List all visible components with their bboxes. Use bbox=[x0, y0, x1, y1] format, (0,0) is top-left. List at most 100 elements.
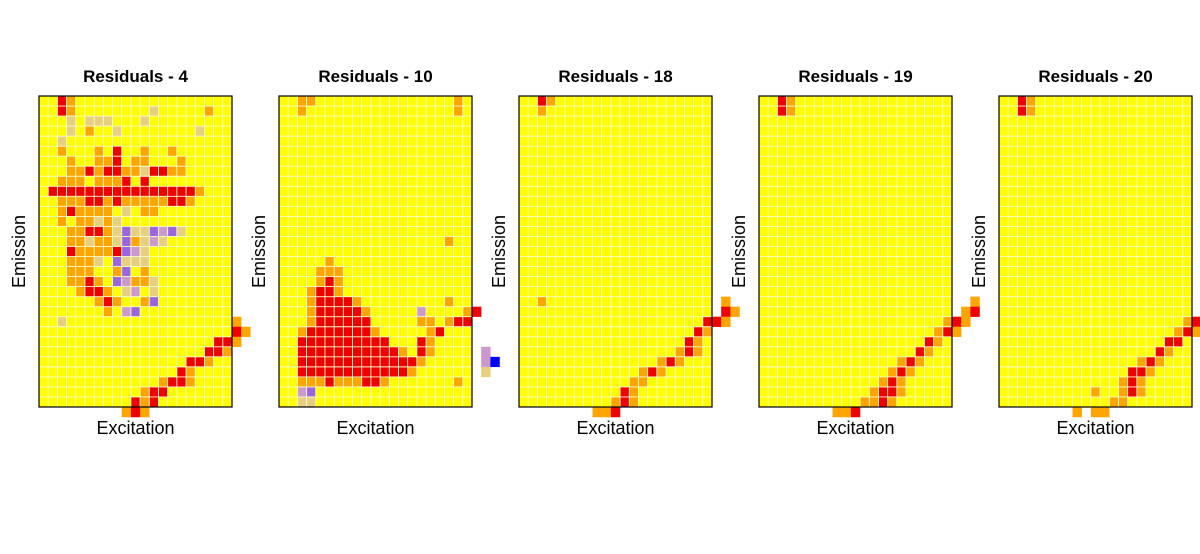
heatmap-cell bbox=[140, 186, 150, 197]
heatmap-cell bbox=[334, 306, 344, 317]
heatmap-cell bbox=[149, 106, 159, 117]
heatmap-cell bbox=[315, 356, 326, 368]
heatmap-cell bbox=[306, 96, 316, 107]
heatmap-cell bbox=[186, 376, 196, 388]
x-axis-label: Excitation bbox=[576, 418, 654, 438]
heatmap-cell bbox=[103, 176, 113, 187]
heatmap-cell bbox=[66, 176, 76, 187]
heatmap-cell bbox=[121, 226, 132, 237]
heatmap-cell bbox=[361, 316, 372, 327]
heatmap-cell bbox=[130, 196, 141, 207]
heatmap-cell bbox=[481, 366, 491, 378]
heatmap-cell bbox=[186, 356, 196, 368]
heatmap-cell bbox=[75, 276, 86, 287]
heatmap-cell bbox=[121, 306, 132, 317]
heatmap-cell bbox=[167, 186, 178, 197]
heatmap-cell bbox=[140, 166, 150, 177]
heatmap-cell bbox=[730, 306, 740, 317]
heatmap-cell bbox=[66, 196, 76, 207]
heatmap-cell bbox=[315, 366, 326, 378]
heatmap-cell bbox=[140, 256, 150, 267]
heatmap-cell bbox=[186, 196, 196, 207]
heatmap-cell bbox=[176, 226, 187, 237]
heatmap-panel-1: Residuals - 4 Excitation Emission bbox=[9, 67, 251, 438]
heatmap-cell bbox=[693, 326, 704, 337]
heatmap-cell bbox=[112, 266, 122, 277]
heatmap-cell bbox=[149, 186, 159, 197]
heatmap-cell bbox=[970, 306, 980, 317]
heatmap-cell bbox=[75, 246, 86, 257]
heatmap-cell bbox=[306, 396, 316, 408]
heatmap-cell bbox=[896, 386, 907, 398]
heatmap-cell bbox=[94, 236, 104, 247]
heatmap-cell bbox=[887, 366, 898, 378]
heatmap-cell bbox=[786, 106, 796, 117]
heatmap-cell bbox=[462, 306, 473, 317]
heatmap-cell bbox=[444, 316, 454, 327]
heatmap-cell bbox=[315, 376, 326, 388]
heatmap-cell bbox=[961, 306, 971, 317]
heatmap-cell bbox=[1155, 356, 1165, 368]
heatmap-cell bbox=[297, 96, 307, 107]
heatmap-cell bbox=[232, 316, 242, 327]
heatmap-cell bbox=[140, 156, 150, 167]
heatmap-cell bbox=[297, 396, 307, 408]
heatmap-cell bbox=[121, 236, 132, 247]
heatmap-cell bbox=[57, 186, 67, 197]
heatmap-cell bbox=[435, 326, 445, 337]
heatmap-cell bbox=[324, 346, 335, 358]
heatmap-cell bbox=[167, 196, 178, 207]
heatmap-cell bbox=[112, 166, 122, 177]
heatmap-cell bbox=[75, 166, 86, 177]
heatmap-cell bbox=[961, 316, 971, 327]
heatmap-cell bbox=[297, 106, 307, 117]
heatmap-cell bbox=[94, 176, 104, 187]
heatmap-cell bbox=[1164, 346, 1174, 358]
heatmap-cell bbox=[1090, 407, 1101, 418]
heatmap-cell bbox=[306, 356, 316, 368]
heatmap-cell bbox=[841, 407, 852, 418]
heatmap-cell bbox=[444, 296, 454, 307]
heatmap-cell bbox=[315, 266, 326, 277]
heatmap-cell bbox=[66, 206, 76, 217]
heatmap-cell bbox=[75, 186, 86, 197]
heatmap-cell bbox=[490, 356, 500, 368]
heatmap-cell bbox=[66, 166, 76, 177]
heatmap-cell bbox=[915, 356, 925, 368]
heatmap-cell bbox=[204, 356, 214, 368]
heatmap-cell bbox=[66, 256, 76, 267]
heatmap-cell bbox=[94, 296, 104, 307]
heatmap-cell bbox=[398, 356, 408, 368]
heatmap-cell bbox=[75, 226, 86, 237]
heatmap-cell bbox=[398, 346, 408, 358]
heatmap-cell bbox=[149, 396, 159, 408]
heatmap-cell bbox=[130, 276, 141, 287]
heatmap-cell bbox=[610, 396, 621, 408]
heatmap-cell bbox=[315, 296, 326, 307]
heatmap-cell bbox=[352, 326, 362, 337]
heatmap-cell bbox=[537, 106, 547, 117]
heatmap-cell bbox=[167, 166, 178, 177]
heatmap-cell bbox=[380, 366, 390, 378]
heatmap-cell bbox=[352, 346, 362, 358]
heatmap-cell bbox=[112, 246, 122, 257]
heatmap-cell bbox=[416, 336, 427, 347]
heatmap-cell bbox=[462, 316, 473, 327]
heatmap-cell bbox=[315, 326, 326, 337]
heatmap-cell bbox=[860, 396, 870, 408]
heatmap-cell bbox=[361, 366, 372, 378]
heatmap-cell bbox=[121, 407, 132, 418]
heatmap-cell bbox=[75, 176, 86, 187]
x-axis-label: Excitation bbox=[1056, 418, 1134, 438]
heatmap-cell bbox=[315, 286, 326, 297]
heatmap-cell bbox=[1173, 326, 1184, 337]
heatmap-cell bbox=[416, 306, 427, 317]
heatmap-cell bbox=[176, 366, 187, 378]
heatmap-cell bbox=[684, 346, 694, 358]
heatmap-cell bbox=[140, 226, 150, 237]
heatmap-cell bbox=[334, 266, 344, 277]
heatmap-cell bbox=[324, 256, 335, 267]
heatmap-cell bbox=[416, 356, 427, 368]
heatmap-cell bbox=[186, 366, 196, 378]
